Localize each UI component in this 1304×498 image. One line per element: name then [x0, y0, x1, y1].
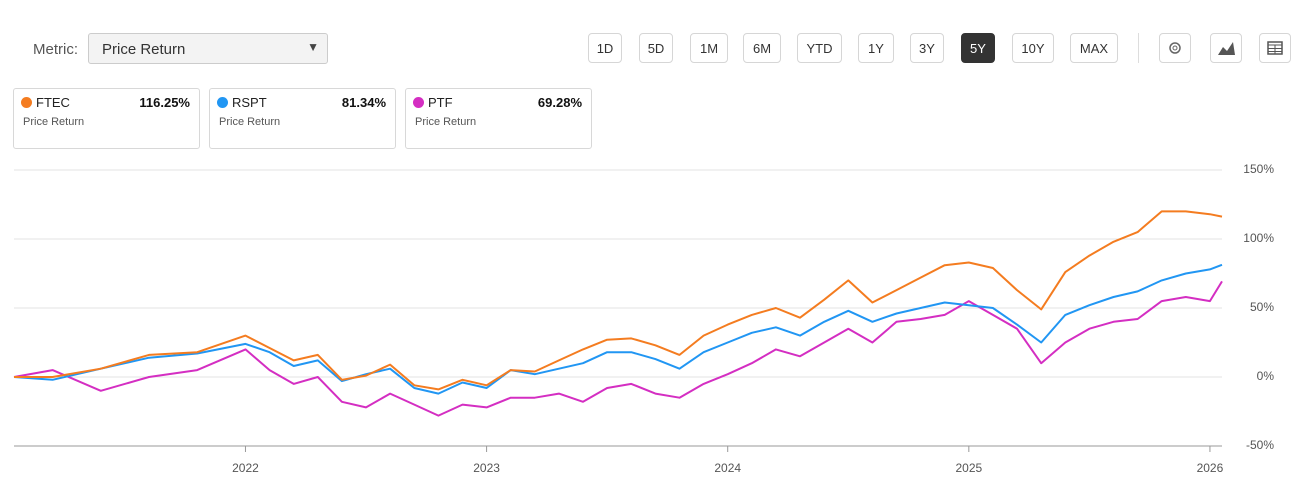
- range-button[interactable]: 1Y: [858, 33, 894, 63]
- range-button[interactable]: 3Y: [910, 33, 944, 63]
- change-value: 116.25%: [139, 95, 190, 110]
- chart-type-button[interactable]: [1210, 33, 1242, 63]
- metric-name: Price Return: [415, 116, 477, 128]
- y-tick-label: 50%: [1250, 300, 1274, 314]
- chart-icon: [1218, 42, 1235, 55]
- legend-card[interactable]: RSPT 81.34% Price Return: [209, 88, 396, 149]
- settings-icon: [1169, 42, 1181, 54]
- series-line: [13, 280, 1223, 417]
- y-tick-label: 0%: [1257, 369, 1275, 383]
- y-tick-label: -50%: [1246, 438, 1274, 452]
- x-tick-label: 2022: [232, 461, 259, 475]
- y-tick-label: 150%: [1243, 162, 1274, 176]
- range-button[interactable]: 1M: [690, 33, 728, 63]
- settings-button[interactable]: [1159, 33, 1191, 63]
- range-button[interactable]: 1D: [588, 33, 622, 63]
- legend-name: PTF: [428, 95, 453, 110]
- range-button[interactable]: YTD: [797, 33, 842, 63]
- series-line: [14, 210, 1223, 391]
- range-button[interactable]: 5D: [639, 33, 673, 63]
- separator: [1138, 33, 1139, 63]
- metric-label: Metric:: [33, 41, 78, 58]
- range-button[interactable]: 5Y: [961, 33, 995, 63]
- legend-dot: [217, 97, 228, 108]
- metric-select[interactable]: Price Return ▼: [88, 33, 328, 64]
- x-tick-label: 2025: [955, 461, 982, 475]
- x-tick-label: 2024: [714, 461, 741, 475]
- table-button[interactable]: [1259, 33, 1291, 63]
- range-button[interactable]: 10Y: [1012, 33, 1054, 63]
- x-tick-label: 2026: [1197, 461, 1224, 475]
- change-value: 81.34%: [341, 95, 386, 110]
- dropdown-arrow: ▼: [307, 40, 319, 54]
- y-tick-label: 100%: [1243, 231, 1274, 245]
- legend-name: RSPT: [232, 95, 267, 110]
- metric-value: Price Return: [102, 41, 186, 58]
- metric-name: Price Return: [219, 116, 281, 128]
- legend-dot: [413, 97, 424, 108]
- legend-name: FTEC: [36, 95, 70, 110]
- legend-dot: [21, 97, 32, 108]
- table-icon: [1267, 41, 1283, 55]
- legend-card[interactable]: FTEC 116.25% Price Return: [13, 88, 200, 149]
- range-button[interactable]: 6M: [743, 33, 781, 63]
- legend-card[interactable]: PTF 69.28% Price Return: [405, 88, 592, 149]
- x-tick-label: 2023: [473, 461, 500, 475]
- series-line: [13, 263, 1223, 395]
- change-value: 69.28%: [537, 95, 582, 110]
- metric-name: Price Return: [23, 116, 85, 128]
- range-button[interactable]: MAX: [1070, 33, 1118, 63]
